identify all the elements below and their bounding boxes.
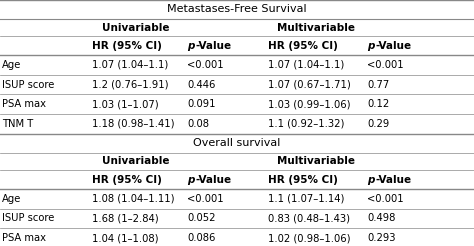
Text: <0.001: <0.001 — [367, 194, 404, 204]
Text: 0.08: 0.08 — [187, 119, 209, 129]
Text: TNM T: TNM T — [2, 119, 34, 129]
Text: ISUP score: ISUP score — [2, 214, 55, 223]
Text: 0.086: 0.086 — [187, 233, 216, 243]
Text: Multivariable: Multivariable — [277, 156, 356, 166]
Text: 0.29: 0.29 — [367, 119, 390, 129]
Text: PSA max: PSA max — [2, 99, 46, 109]
Text: <0.001: <0.001 — [187, 194, 224, 204]
Text: 1.1 (1.07–1.14): 1.1 (1.07–1.14) — [268, 194, 344, 204]
Text: PSA max: PSA max — [2, 233, 46, 243]
Text: 1.08 (1.04–1.11): 1.08 (1.04–1.11) — [92, 194, 175, 204]
Text: <0.001: <0.001 — [187, 60, 224, 70]
Text: Age: Age — [2, 60, 22, 70]
Text: 1.07 (0.67–1.71): 1.07 (0.67–1.71) — [268, 80, 351, 90]
Text: -Value: -Value — [375, 41, 411, 51]
Text: 1.1 (0.92–1.32): 1.1 (0.92–1.32) — [268, 119, 344, 129]
Text: 0.83 (0.48–1.43): 0.83 (0.48–1.43) — [268, 214, 350, 223]
Text: p: p — [367, 175, 375, 184]
Text: HR (95% CI): HR (95% CI) — [92, 175, 162, 184]
Text: 0.77: 0.77 — [367, 80, 390, 90]
Text: Age: Age — [2, 194, 22, 204]
Text: 1.07 (1.04–1.1): 1.07 (1.04–1.1) — [92, 60, 169, 70]
Text: <0.001: <0.001 — [367, 60, 404, 70]
Text: Multivariable: Multivariable — [277, 23, 356, 32]
Text: 0.091: 0.091 — [187, 99, 216, 109]
Text: 1.04 (1–1.08): 1.04 (1–1.08) — [92, 233, 159, 243]
Text: HR (95% CI): HR (95% CI) — [268, 175, 337, 184]
Text: 0.293: 0.293 — [367, 233, 396, 243]
Text: 0.12: 0.12 — [367, 99, 390, 109]
Text: 1.02 (0.98–1.06): 1.02 (0.98–1.06) — [268, 233, 350, 243]
Text: p: p — [367, 41, 375, 51]
Text: 1.18 (0.98–1.41): 1.18 (0.98–1.41) — [92, 119, 175, 129]
Text: 0.498: 0.498 — [367, 214, 396, 223]
Text: 0.052: 0.052 — [187, 214, 216, 223]
Text: 1.2 (0.76–1.91): 1.2 (0.76–1.91) — [92, 80, 169, 90]
Text: -Value: -Value — [375, 175, 411, 184]
Text: -Value: -Value — [195, 41, 231, 51]
Text: 1.07 (1.04–1.1): 1.07 (1.04–1.1) — [268, 60, 344, 70]
Text: HR (95% CI): HR (95% CI) — [268, 41, 337, 51]
Text: 0.446: 0.446 — [187, 80, 216, 90]
Text: p: p — [187, 175, 195, 184]
Text: Univariable: Univariable — [102, 23, 169, 32]
Text: p: p — [187, 41, 195, 51]
Text: 1.03 (1–1.07): 1.03 (1–1.07) — [92, 99, 159, 109]
Text: 1.68 (1–2.84): 1.68 (1–2.84) — [92, 214, 159, 223]
Text: -Value: -Value — [195, 175, 231, 184]
Text: HR (95% CI): HR (95% CI) — [92, 41, 162, 51]
Text: Overall survival: Overall survival — [193, 138, 281, 148]
Text: 1.03 (0.99–1.06): 1.03 (0.99–1.06) — [268, 99, 350, 109]
Text: ISUP score: ISUP score — [2, 80, 55, 90]
Text: Univariable: Univariable — [102, 156, 169, 166]
Text: Metastases-Free Survival: Metastases-Free Survival — [167, 4, 307, 14]
